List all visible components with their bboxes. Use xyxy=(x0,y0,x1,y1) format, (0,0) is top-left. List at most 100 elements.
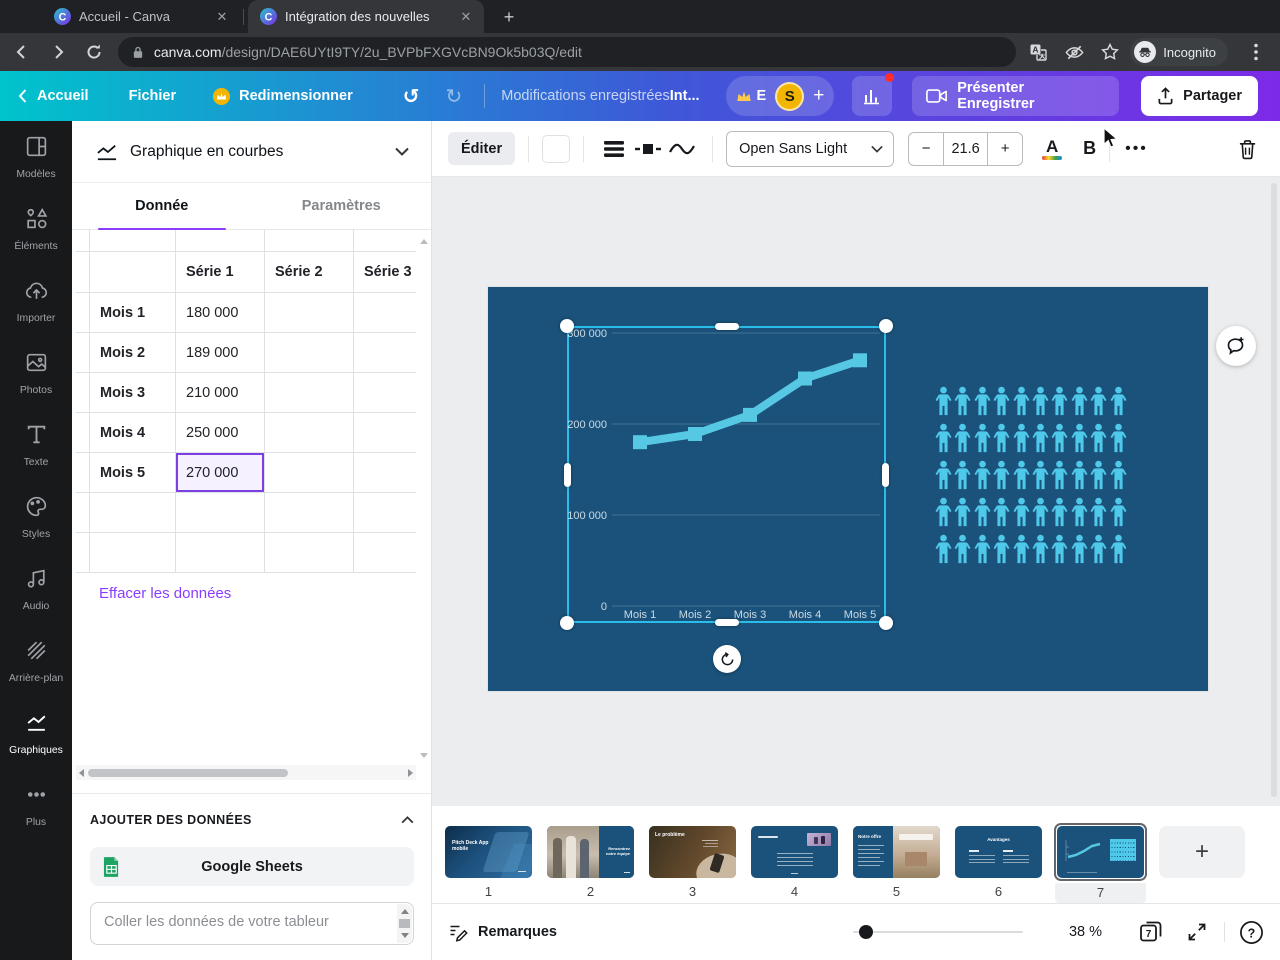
row-label-cell[interactable] xyxy=(90,533,176,573)
value-cell[interactable]: 250 000 xyxy=(176,413,265,453)
zoom-slider-handle[interactable] xyxy=(858,925,873,939)
value-cell[interactable]: 189 000 xyxy=(176,333,265,373)
table-cell[interactable] xyxy=(76,252,90,293)
redo-icon[interactable]: ↻ xyxy=(445,85,463,108)
translate-icon[interactable]: A xyxy=(1024,38,1052,66)
resize-handle-nw[interactable] xyxy=(560,319,574,333)
slide-thumbnail-4[interactable] xyxy=(751,826,838,878)
help-button[interactable]: ? xyxy=(1239,920,1264,945)
bold-button[interactable]: B xyxy=(1083,138,1097,158)
pages-overview-button[interactable]: 7 xyxy=(1138,919,1164,945)
value-cell[interactable] xyxy=(354,293,416,333)
row-label-cell[interactable] xyxy=(90,493,176,533)
tab-close-icon[interactable]: ✕ xyxy=(216,8,228,24)
canvas-scrollbar[interactable] xyxy=(1271,183,1277,797)
edit-button[interactable]: Éditer xyxy=(448,132,516,165)
line-chart[interactable]: 300 000 200 000 100 000 0 Mois 1 Mois 2 Mois 3… xyxy=(567,326,886,623)
people-pictogram[interactable] xyxy=(935,385,1129,564)
zoom-value[interactable]: 38 % xyxy=(1068,924,1102,940)
slide-thumbnail-7[interactable] xyxy=(1057,826,1144,878)
table-cell[interactable] xyxy=(76,533,90,573)
rotate-handle[interactable] xyxy=(713,645,741,673)
share-button[interactable]: Partager xyxy=(1141,76,1259,116)
scroll-right-arrow[interactable] xyxy=(408,768,413,777)
value-cell[interactable] xyxy=(354,333,416,373)
textarea-scrollbar[interactable] xyxy=(397,904,412,943)
table-cell[interactable] xyxy=(354,230,416,252)
value-cell[interactable] xyxy=(265,413,354,453)
value-cell[interactable] xyxy=(354,453,416,493)
chart-marker[interactable] xyxy=(633,435,647,450)
slide-thumbnail-6[interactable]: Avantages xyxy=(955,826,1042,878)
scroll-up-arrow[interactable] xyxy=(420,239,428,244)
row-label-cell[interactable]: Mois 2 xyxy=(90,333,176,373)
url-field[interactable]: canva.com/design/DAE6UYtI9TY/2u_BVPbFXGV… xyxy=(117,37,1017,67)
font-size-decrease[interactable]: − xyxy=(921,140,931,157)
tab-close-icon[interactable]: ✕ xyxy=(460,8,472,24)
add-data-section-header[interactable]: AJOUTER DES DONNÉES xyxy=(90,807,414,833)
slide-thumbnail-1[interactable]: Pitch Deck App mobile xyxy=(445,826,532,878)
back-icon[interactable] xyxy=(8,38,36,66)
value-cell[interactable] xyxy=(354,413,416,453)
team-badge[interactable]: E S + xyxy=(725,76,835,116)
column-header[interactable]: Série 1 xyxy=(176,252,265,293)
resize-button[interactable]: Redimensionner xyxy=(212,87,353,106)
sidebar-item-charts[interactable]: Graphiques xyxy=(0,697,72,769)
present-record-button[interactable]: Présenter Enregistrer xyxy=(912,76,1120,116)
font-size-value[interactable]: 21.6 xyxy=(943,132,989,165)
value-cell[interactable] xyxy=(176,533,265,573)
slide-thumbnail-5[interactable]: Notre offre xyxy=(853,826,940,878)
value-cell[interactable] xyxy=(265,533,354,573)
chart-selection-frame[interactable]: 300 000 200 000 100 000 0 Mois 1 Mois 2 Mois 3… xyxy=(560,319,893,630)
chart-marker[interactable] xyxy=(798,371,812,386)
value-cell[interactable] xyxy=(265,293,354,333)
chart-marker[interactable] xyxy=(688,427,702,442)
tab-data[interactable]: Donnée xyxy=(72,183,252,230)
horizontal-scrollbar[interactable] xyxy=(76,765,416,780)
eye-off-icon[interactable] xyxy=(1060,38,1088,66)
zoom-slider[interactable] xyxy=(852,925,1023,939)
table-cell[interactable] xyxy=(76,493,90,533)
paste-data-input[interactable] xyxy=(91,903,397,944)
add-page-button[interactable]: + xyxy=(1159,826,1245,878)
value-cell[interactable]: 210 000 xyxy=(176,373,265,413)
table-cell[interactable] xyxy=(265,230,354,252)
chart-line-serie-1[interactable] xyxy=(639,356,862,447)
font-selector[interactable]: Open Sans Light xyxy=(726,130,895,167)
row-label-cell[interactable]: Mois 1 xyxy=(90,293,176,333)
insights-button[interactable] xyxy=(852,73,895,116)
tab-settings[interactable]: Paramètres xyxy=(301,198,381,214)
value-cell[interactable] xyxy=(354,533,416,573)
sidebar-item-templates[interactable]: Modèles xyxy=(0,121,72,193)
value-cell[interactable] xyxy=(354,493,416,533)
add-comment-button[interactable] xyxy=(1216,326,1256,366)
resize-handle-s[interactable] xyxy=(714,619,739,626)
resize-handle-w[interactable] xyxy=(564,462,571,487)
row-label-cell[interactable]: Mois 3 xyxy=(90,373,176,413)
row-label-cell[interactable]: Mois 5 xyxy=(90,453,176,493)
value-cell[interactable] xyxy=(265,493,354,533)
table-cell[interactable] xyxy=(90,252,176,293)
resize-handle-sw[interactable] xyxy=(560,616,574,630)
sidebar-item-more[interactable]: Plus xyxy=(0,769,72,841)
resize-handle-ne[interactable] xyxy=(879,319,893,333)
chart-marker[interactable] xyxy=(743,407,757,422)
browser-tab-design[interactable]: C Intégration des nouvelles ✕ xyxy=(248,0,484,33)
value-cell[interactable] xyxy=(176,493,265,533)
selected-cell[interactable]: 270 000 xyxy=(176,453,265,493)
sidebar-item-background[interactable]: Arrière-plan xyxy=(0,625,72,697)
home-button[interactable]: Accueil xyxy=(18,88,89,104)
column-header[interactable]: Série 2 xyxy=(265,252,354,293)
resize-handle-se[interactable] xyxy=(879,616,893,630)
sidebar-item-upload[interactable]: Importer xyxy=(0,265,72,337)
table-cell[interactable] xyxy=(76,293,90,333)
value-cell[interactable] xyxy=(265,453,354,493)
resize-handle-e[interactable] xyxy=(882,462,889,487)
value-cell[interactable] xyxy=(354,373,416,413)
undo-icon[interactable]: ↺ xyxy=(402,85,420,108)
design-canvas[interactable]: 300 000 200 000 100 000 0 Mois 1 Mois 2 Mois 3… xyxy=(432,177,1280,819)
delete-button[interactable] xyxy=(1230,132,1264,166)
line-style-icon[interactable] xyxy=(631,132,665,166)
reload-icon[interactable] xyxy=(80,38,108,66)
notes-button[interactable]: Remarques xyxy=(448,922,557,942)
